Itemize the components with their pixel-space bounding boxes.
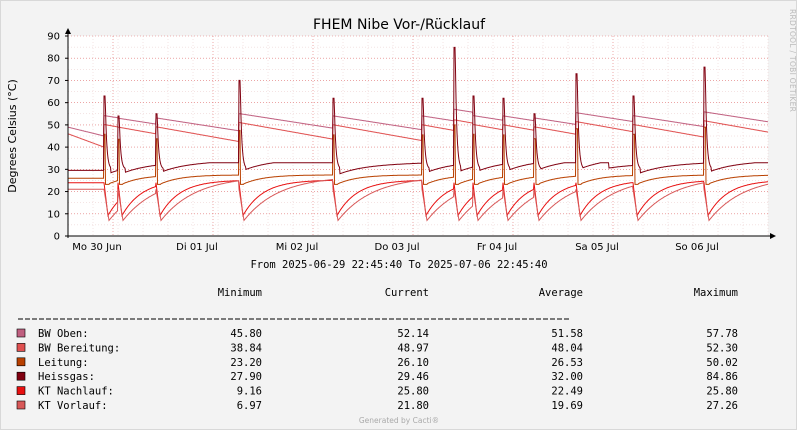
legend-swatch bbox=[16, 357, 26, 367]
legend-value-min: 9.16 bbox=[237, 386, 262, 398]
legend-value-average: 22.49 bbox=[551, 386, 583, 398]
legend-value-max: 84.86 bbox=[706, 371, 738, 383]
y-tick-label: 0 bbox=[54, 232, 60, 243]
legend-value-current: 26.10 bbox=[397, 357, 429, 369]
x-tick-label: Mo 30 Jun bbox=[72, 242, 121, 253]
legend-value-average: 48.04 bbox=[551, 342, 583, 354]
footer: Generated by Cacti® bbox=[359, 416, 439, 425]
legend-value-current: 48.97 bbox=[397, 342, 429, 354]
series-line-heissgas bbox=[68, 46, 768, 175]
legend-value-current: 25.80 bbox=[397, 386, 429, 398]
series-line-bw-oben bbox=[67, 108, 769, 137]
legend-value-max: 25.80 bbox=[706, 386, 738, 398]
x-axis-arrow bbox=[770, 233, 776, 239]
x-tick-labels: Mo 30 Jun Di 01 Jul Mi 02 Jul Do 03 Jul Fr 0… bbox=[72, 242, 719, 253]
y-tick-label: 50 bbox=[47, 120, 60, 131]
y-tick-label: 70 bbox=[47, 76, 60, 87]
series-line-bw-bereitung bbox=[67, 119, 769, 148]
legend-label: BW Oben: bbox=[38, 328, 89, 340]
legend-label: KT Vorlauf: bbox=[38, 400, 108, 412]
legend-value-average: 32.00 bbox=[551, 371, 583, 383]
legend-value-average: 26.53 bbox=[551, 357, 583, 369]
legend-swatch bbox=[16, 328, 26, 338]
legend-swatch bbox=[16, 386, 26, 395]
x-tick-label: So 06 Jul bbox=[675, 242, 719, 253]
legend-swatch bbox=[16, 343, 26, 352]
legend-header-minimum: Minimum bbox=[218, 287, 262, 299]
legend-value-average: 51.58 bbox=[551, 328, 583, 340]
legend-swatch bbox=[16, 371, 26, 381]
y-tick-labels: 0 10 20 30 40 50 60 70 80 90 bbox=[47, 32, 60, 243]
y-tick-label: 60 bbox=[47, 98, 60, 109]
time-range: From 2025-06-29 22:45:40 To 2025-07-06 2… bbox=[250, 259, 547, 271]
legend-header-current: Current bbox=[385, 287, 429, 299]
legend-value-average: 19.69 bbox=[551, 400, 583, 412]
x-tick-label: Fr 04 Jul bbox=[477, 242, 517, 253]
y-tick-label: 10 bbox=[47, 209, 60, 220]
legend-value-max: 27.26 bbox=[706, 400, 738, 412]
legend-value-max: 57.78 bbox=[706, 328, 738, 340]
series-line-leitung bbox=[68, 124, 768, 185]
legend-value-min: 38.84 bbox=[230, 342, 262, 354]
chart-title: FHEM Nibe Vor-/Rücklauf bbox=[313, 17, 486, 33]
legend-value-max: 50.02 bbox=[706, 357, 738, 369]
legend-swatch bbox=[16, 400, 26, 410]
grid bbox=[67, 35, 769, 236]
y-tick-label: 90 bbox=[47, 32, 60, 43]
x-tick-label: Mi 02 Jul bbox=[276, 242, 319, 253]
y-tick-label: 20 bbox=[47, 187, 60, 198]
legend-value-min: 23.20 bbox=[230, 357, 262, 369]
y-tick-label: 30 bbox=[47, 165, 60, 176]
y-tick-label: 80 bbox=[47, 54, 60, 65]
legend-header-average: Average bbox=[539, 287, 583, 299]
y-tick-label: 40 bbox=[47, 143, 60, 154]
x-tick-label: Sa 05 Jul bbox=[575, 242, 619, 253]
legend: BW Oben: 45.80 52.14 51.58 57.78 BW Bereitung… bbox=[16, 328, 738, 412]
axes bbox=[65, 28, 776, 239]
legend-value-min: 45.80 bbox=[230, 328, 262, 340]
y-axis-arrow bbox=[65, 28, 71, 34]
series-line-kt-vorlauf bbox=[68, 178, 769, 222]
rrd-credit: RRDTOOL / TOBI OETIKER bbox=[788, 9, 797, 112]
legend-value-current: 21.80 bbox=[397, 400, 429, 412]
legend-label: KT Nachlauf: bbox=[38, 386, 114, 398]
legend-value-current: 29.46 bbox=[397, 371, 429, 383]
legend-label: BW Bereitung: bbox=[38, 342, 120, 354]
legend-value-current: 52.14 bbox=[397, 328, 429, 340]
legend-label: Heissgas: bbox=[38, 371, 95, 383]
legend-value-max: 52.30 bbox=[706, 342, 738, 354]
legend-value-min: 27.90 bbox=[230, 371, 262, 383]
y-axis-label: Degrees Celsius (°C) bbox=[6, 79, 19, 193]
x-tick-label: Di 01 Jul bbox=[176, 242, 218, 253]
legend-header-maximum: Maximum bbox=[694, 287, 738, 299]
legend-value-min: 6.97 bbox=[237, 400, 262, 412]
series-lines bbox=[67, 46, 769, 222]
x-tick-label: Do 03 Jul bbox=[375, 242, 420, 253]
legend-headers: Minimum Current Average Maximum bbox=[218, 287, 738, 299]
legend-label: Leitung: bbox=[38, 357, 89, 369]
